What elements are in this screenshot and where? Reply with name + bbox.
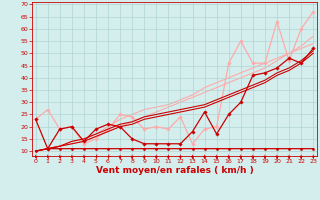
X-axis label: Vent moyen/en rafales ( km/h ): Vent moyen/en rafales ( km/h ) bbox=[96, 166, 253, 175]
